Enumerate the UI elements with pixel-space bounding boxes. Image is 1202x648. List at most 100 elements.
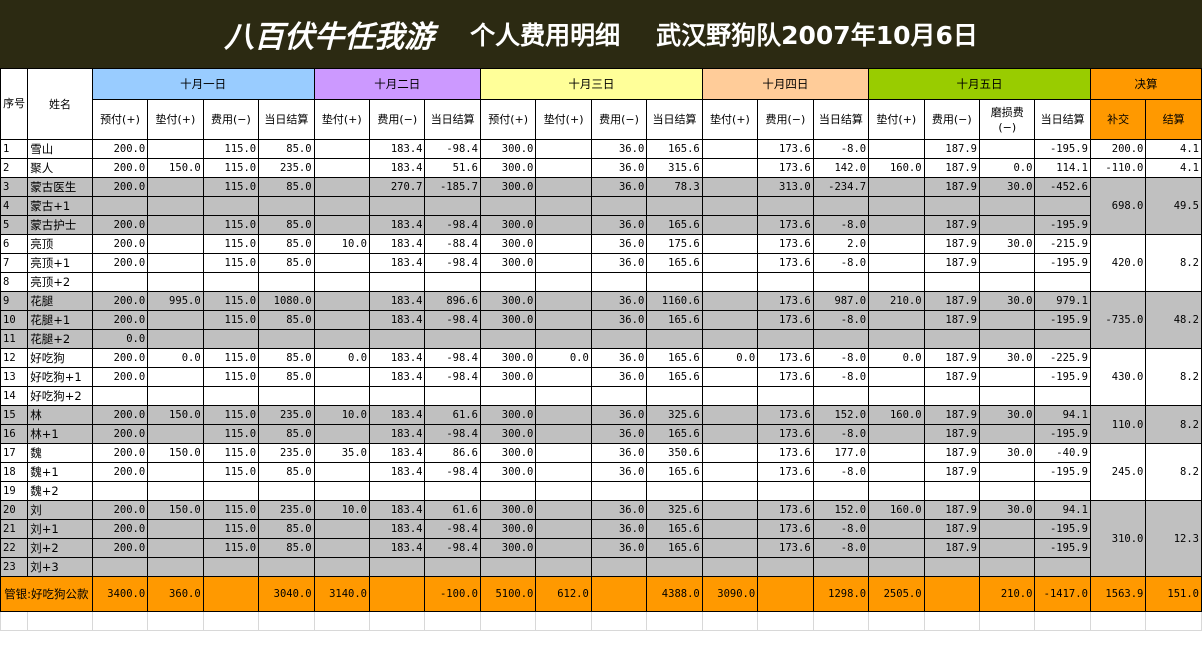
table-row: 7 亮顶+1 200.0 115.0 85.0 183.4 -98.4 300.0 36.0 16… — [0, 253, 1202, 273]
cell: 200.0 — [91, 443, 149, 463]
cell: -98.4 — [424, 253, 481, 273]
cell: 36.0 — [590, 158, 648, 178]
cell: 36.0 — [590, 424, 648, 444]
cell: 300.0 — [479, 405, 537, 425]
main-title: 八百伏牛任我游 — [224, 20, 435, 55]
row-name: 林 — [27, 405, 93, 425]
row-name: 刘+3 — [27, 557, 93, 577]
blank-cell — [479, 611, 537, 631]
cell: 152.0 — [812, 405, 870, 425]
cell — [479, 386, 537, 406]
blank-cell — [590, 611, 648, 631]
cell: 115.0 — [202, 253, 260, 273]
cell: 187.9 — [923, 158, 981, 178]
cell: 315.6 — [646, 158, 703, 178]
row-name: 蒙古医生 — [27, 177, 93, 197]
cell: 210.0 — [868, 291, 925, 311]
total-cell: 612.0 — [535, 576, 592, 612]
subheader-4-2: 费用(−) — [757, 99, 814, 140]
cell — [313, 177, 371, 197]
cell: 173.6 — [757, 291, 814, 311]
cell — [91, 386, 149, 406]
cell — [535, 177, 592, 197]
cell: -8.0 — [812, 538, 870, 558]
cell — [701, 177, 759, 197]
cell: 200.0 — [91, 215, 149, 235]
row-name: 花腿+1 — [27, 310, 93, 330]
row-seq: 17 — [0, 443, 29, 463]
cell: 85.0 — [258, 310, 315, 330]
cell — [202, 557, 260, 577]
cell — [147, 215, 204, 235]
row-seq: 16 — [0, 424, 29, 444]
cell — [313, 538, 371, 558]
cell: 200.0 — [91, 367, 149, 387]
cell: 85.0 — [258, 215, 315, 235]
cell: -195.9 — [1034, 424, 1091, 444]
cell — [313, 291, 371, 311]
cell — [202, 272, 260, 292]
row-seq: 19 — [0, 481, 29, 501]
cell: 78.3 — [646, 177, 703, 197]
cell — [147, 329, 204, 349]
cell: -195.9 — [1034, 538, 1091, 558]
cell: 187.9 — [923, 348, 981, 368]
table-row: 17 魏 200.0 150.0 115.0 235.0 35.0 183.4 86.6 300.… — [0, 443, 1202, 501]
cell: -98.4 — [424, 215, 481, 235]
blank-cell — [258, 611, 315, 631]
cell: 0.0 — [701, 348, 759, 368]
cell: 235.0 — [258, 158, 315, 178]
cell — [923, 481, 981, 501]
cell: 173.6 — [757, 519, 814, 539]
cell: 200.0 — [91, 348, 149, 368]
cell — [646, 196, 703, 216]
cell: 115.0 — [202, 538, 260, 558]
cell — [424, 196, 481, 216]
cell — [868, 196, 925, 216]
subheader-1-4: 当日结算 — [258, 99, 315, 140]
settle-result: 8.2 — [1145, 443, 1202, 501]
cell: 30.0 — [978, 405, 1036, 425]
cell: 85.0 — [258, 253, 315, 273]
cell: 350.6 — [646, 443, 703, 463]
cell — [424, 329, 481, 349]
cell — [535, 443, 592, 463]
cell — [147, 272, 204, 292]
cell: 115.0 — [202, 405, 260, 425]
cell: 36.0 — [590, 462, 648, 482]
cell: 36.0 — [590, 177, 648, 197]
cell — [147, 139, 204, 159]
cell: 173.6 — [757, 424, 814, 444]
settle-result: 12.3 — [1145, 500, 1202, 577]
cell: 187.9 — [923, 177, 981, 197]
subheader-5-2: 费用(−) — [923, 99, 981, 140]
cell — [978, 538, 1036, 558]
cell — [147, 234, 204, 254]
blank-cell — [369, 611, 426, 631]
cell: 30.0 — [978, 234, 1036, 254]
cell: 1160.6 — [646, 291, 703, 311]
cell: 2.0 — [812, 234, 870, 254]
cell — [424, 481, 481, 501]
cell — [701, 158, 759, 178]
cell — [978, 462, 1036, 482]
cell — [701, 139, 759, 159]
table-row: 8 亮顶+2 — [0, 272, 1202, 292]
cell: 0.0 — [535, 348, 592, 368]
cell: -195.9 — [1034, 310, 1091, 330]
total-cell: 3400.0 — [91, 576, 149, 612]
cell: 300.0 — [479, 177, 537, 197]
row-name: 刘+1 — [27, 519, 93, 539]
cell: 150.0 — [147, 500, 204, 520]
cell — [701, 462, 759, 482]
table-row: 2 聚人 200.0 150.0 115.0 235.0 183.4 51.6 300.0 36.… — [0, 158, 1202, 178]
row-seq: 9 — [0, 291, 29, 311]
cell: 36.0 — [590, 443, 648, 463]
cell — [978, 215, 1036, 235]
table-row: 3 蒙古医生 200.0 115.0 85.0 270.7 -185.7 300.0 36.0 7… — [0, 177, 1202, 235]
row-name: 好吃狗+1 — [27, 367, 93, 387]
cell: -8.0 — [812, 519, 870, 539]
row-seq: 11 — [0, 329, 29, 349]
cell — [479, 329, 537, 349]
cell: -40.9 — [1034, 443, 1091, 463]
